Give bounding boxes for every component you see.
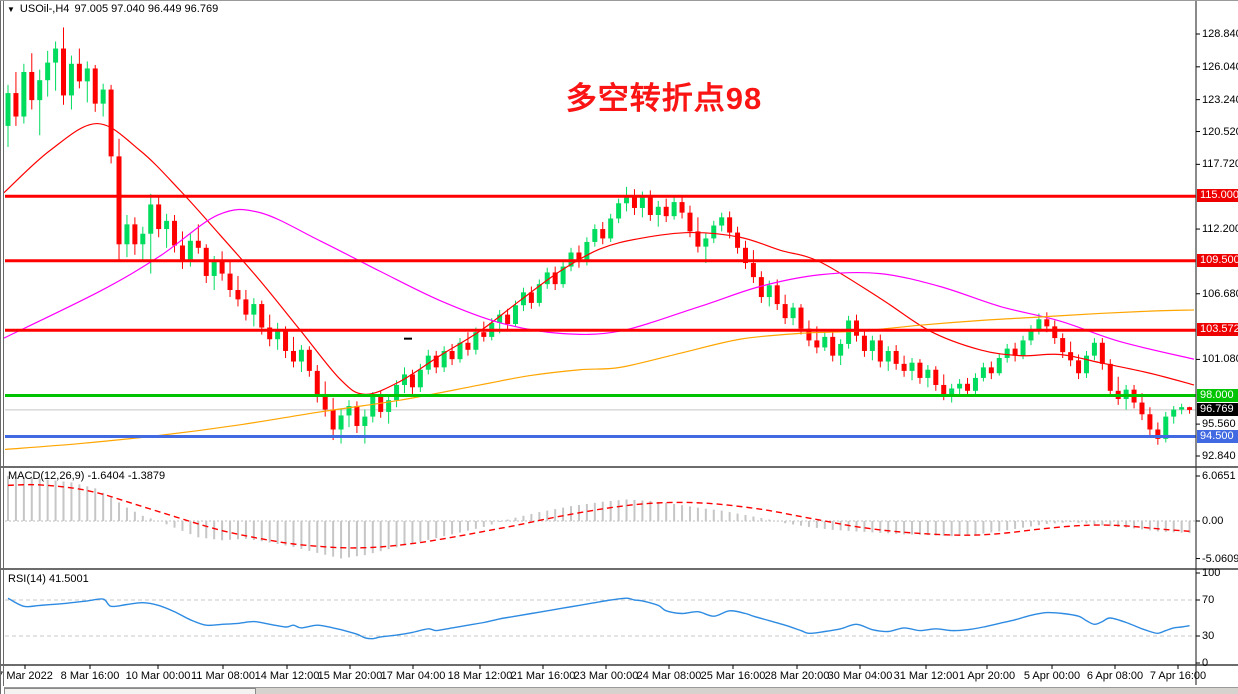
scrollbar-thumb[interactable]	[4, 688, 256, 694]
price-tag-103.572: 103.572	[1197, 323, 1238, 337]
macd-layer	[5, 476, 1196, 559]
time-tick-label: 25 Mar 16:00	[700, 670, 766, 682]
price-tick-label: 126.040	[1202, 60, 1238, 73]
price-tag-115.000: 115.000	[1197, 189, 1238, 203]
time-tick-label: 8 Mar 16:00	[60, 670, 120, 682]
price-tag-109.500: 109.500	[1197, 253, 1238, 267]
time-tick-label: 7 Mar 2022	[0, 670, 53, 682]
symbol-dropdown-icon[interactable]: ▼	[7, 4, 15, 14]
rsi-tick-label: 100	[1202, 567, 1221, 579]
time-tick-label: 28 Mar 20:00	[764, 670, 830, 682]
time-tick-label: 14 Mar 12:00	[254, 670, 320, 682]
time-tick-label: 1 Apr 20:00	[958, 670, 1016, 682]
macd-tick-label: 6.0651	[1202, 469, 1236, 482]
rsi-tick-label: 0	[1202, 657, 1209, 669]
price-tick-label: 123.240	[1202, 93, 1238, 106]
time-tick-label: 5 Apr 00:00	[1023, 670, 1081, 682]
macd-tick-label: -5.0609	[1202, 552, 1238, 565]
time-tick-label: 7 Apr 16:00	[1149, 670, 1207, 682]
rsi-layer	[5, 597, 1196, 640]
time-tick-label: 23 Mar 00:00	[573, 670, 639, 682]
macd-tick-label: 0.00	[1202, 515, 1224, 527]
price-tag-94.500: 94.500	[1197, 429, 1238, 443]
price-tick-label: 128.840	[1202, 28, 1238, 40]
time-tick-label: 30 Mar 04:00	[827, 670, 893, 682]
price-tick-label: 106.680	[1202, 287, 1238, 300]
price-tick-label: 117.720	[1202, 158, 1238, 171]
macd-label: MACD(12,26,9) -1.6404 -1.3879	[8, 470, 166, 482]
rsi-tick-label: 30	[1202, 630, 1215, 642]
annotation-text: 多空转折点98	[565, 81, 763, 116]
symbol-header: ▼ USOil-,H4 97.005 97.040 96.449 96.769	[7, 3, 218, 15]
price-tick-label: 92.840	[1202, 449, 1236, 462]
price-tag-98.000: 98.000	[1197, 388, 1238, 402]
price-tick-label: 101.080	[1202, 353, 1238, 366]
symbol-name: USOil-,H4	[19, 3, 70, 15]
time-tick-label: 24 Mar 08:00	[636, 670, 702, 682]
time-tick-label: 17 Mar 04:00	[380, 670, 446, 682]
symbol-ohlc: 97.005 97.040 96.449 96.769	[74, 3, 219, 15]
price-tick-label: 112.200	[1202, 223, 1238, 236]
time-tick-label: 15 Mar 20:00	[317, 670, 383, 682]
time-tick-label: 31 Mar 12:00	[893, 670, 959, 682]
price-tick-label: 120.520	[1202, 125, 1238, 138]
window-left-border-inner	[3, 1, 4, 686]
bottom-scrollbar	[4, 687, 1238, 694]
window-left-border	[0, 1, 1, 694]
time-tick-label: 21 Mar 16:00	[510, 670, 576, 682]
rsi-label: RSI(14) 41.5001	[8, 573, 89, 585]
horizontal-lines-layer[interactable]	[5, 194, 1196, 439]
moving-averages-layer	[3, 122, 1195, 451]
time-tick-label: 11 Mar 08:00	[190, 670, 256, 682]
time-tick-label: 6 Apr 08:00	[1086, 670, 1144, 682]
time-tick-label: 10 Mar 00:00	[125, 670, 191, 682]
time-tick-label: 18 Mar 12:00	[447, 670, 513, 682]
price-tick-label: 95.560	[1202, 418, 1236, 431]
rsi-tick-label: 70	[1202, 594, 1215, 606]
price-tag-96.769: 96.769	[1197, 402, 1238, 416]
